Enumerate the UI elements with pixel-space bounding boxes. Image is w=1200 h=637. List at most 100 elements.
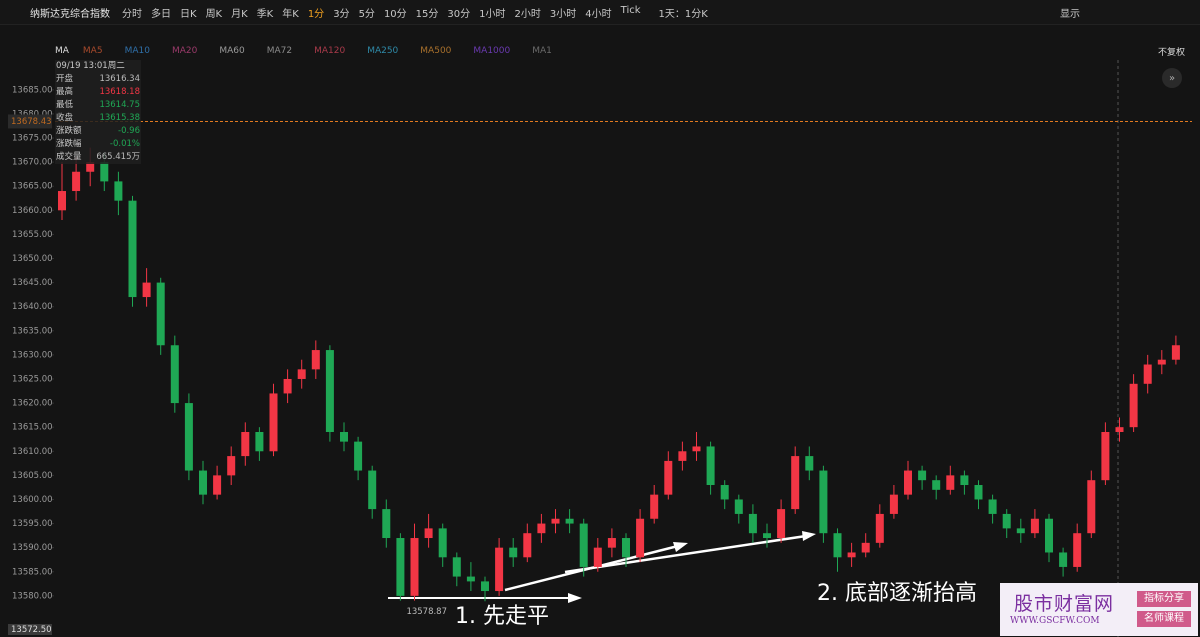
watermark: 股市财富网 WWW.GSCFW.COM 指标分享 名师课程 <box>1000 583 1198 636</box>
expand-button[interactable] <box>1162 68 1182 88</box>
info-value: -0.96 <box>118 126 140 136</box>
candle-body <box>1030 518 1039 534</box>
ma-label[interactable]: MA <box>55 46 69 56</box>
interval[interactable]: 15分 <box>415 8 439 20</box>
ma-item[interactable]: MA1 <box>532 46 552 56</box>
info-row: 涨跌额 -0.96 <box>55 125 141 138</box>
candle-body <box>452 557 461 577</box>
interval[interactable]: 10分 <box>383 8 407 20</box>
arrow-head <box>802 531 816 541</box>
y-tick-label: 13610.00 <box>12 447 53 457</box>
candle-body <box>170 345 179 404</box>
candle-body <box>269 393 278 452</box>
y-tick-label: 13660.00 <box>12 206 53 216</box>
interval[interactable]: 年K <box>282 8 299 20</box>
interval[interactable]: 5分 <box>358 8 375 20</box>
y-tick-label: 13595.00 <box>12 519 53 529</box>
arrow-head <box>568 593 582 603</box>
interval[interactable]: 3小时 <box>549 8 577 20</box>
interval[interactable]: 3分 <box>333 8 350 20</box>
candle-body <box>918 470 927 481</box>
candle-body <box>142 282 151 298</box>
interval[interactable]: 月K <box>231 8 248 20</box>
drawing-tools <box>0 24 1200 43</box>
info-label: 成交量 <box>56 152 82 162</box>
last-price-box <box>8 114 52 129</box>
candle-body <box>833 533 842 558</box>
candle-body <box>875 513 884 543</box>
candle-body <box>664 460 673 495</box>
expand-icon: » <box>1169 73 1175 84</box>
candle-body <box>692 446 701 452</box>
range-select[interactable]: 1天：1分K <box>658 8 708 20</box>
ma-item[interactable]: MA500 <box>420 46 452 56</box>
interval[interactable]: Tick <box>620 4 641 16</box>
interval[interactable]: 日K <box>180 8 197 20</box>
interval[interactable]: 1小时 <box>479 8 506 20</box>
candle-body <box>607 538 616 548</box>
ma-item[interactable]: MA120 <box>314 46 346 56</box>
y-tick-label: 13615.00 <box>12 423 53 433</box>
candle-body <box>86 162 95 172</box>
watermark-url: WWW.GSCFW.COM <box>1010 616 1100 626</box>
info-row: 成交量 665.415万 <box>55 151 141 164</box>
y-tick-label: 13640.00 <box>12 302 53 312</box>
info-value: 13614.75 <box>99 100 140 110</box>
y-tick-label: 13630.00 <box>12 350 53 360</box>
interval[interactable]: 周K <box>205 8 223 20</box>
candle-body <box>1129 383 1138 428</box>
interval[interactable]: 2小时 <box>514 8 541 20</box>
candle-body <box>311 350 320 370</box>
interval[interactable]: 30分 <box>447 8 471 20</box>
y-tick-label: 13580.00 <box>12 591 53 601</box>
interval[interactable]: 季K <box>256 8 274 20</box>
y-tick-label: 13680.00 <box>12 109 53 119</box>
candle-body <box>213 475 222 495</box>
candle-body <box>650 494 659 519</box>
display-menu[interactable]: 显示 <box>1060 8 1080 20</box>
candle-body <box>255 431 264 452</box>
candle-body <box>1002 513 1011 529</box>
info-row: 最低 13614.75 <box>55 99 141 112</box>
candle-body <box>283 378 292 394</box>
info-label: 开盘 <box>56 74 74 84</box>
candle-body <box>1115 427 1124 432</box>
symbol[interactable]: 纳斯达克综合指数 <box>30 8 110 20</box>
last-price-label: 13678.43 <box>11 117 52 127</box>
y-tick-label: 13605.00 <box>12 471 53 481</box>
candle-body <box>847 552 856 558</box>
ma-item[interactable]: MA1000 <box>473 46 511 56</box>
candle-body <box>636 518 645 558</box>
candle-body <box>1016 528 1025 534</box>
candle-body <box>1101 431 1110 481</box>
ma-item[interactable]: MA72 <box>266 46 293 56</box>
candle-body <box>1059 552 1068 567</box>
candle-body <box>114 181 123 201</box>
ma-item[interactable]: MA60 <box>219 46 245 56</box>
candle-body <box>960 475 969 486</box>
candle-body <box>466 576 475 582</box>
interval[interactable]: 1分 <box>307 8 325 20</box>
y-tick-label: 13635.00 <box>12 326 53 336</box>
candle-body <box>777 509 786 539</box>
interval[interactable]: 4小时 <box>585 8 612 20</box>
watermark-tag: 指标分享 <box>1137 591 1191 607</box>
interval[interactable]: 分时 <box>122 8 142 20</box>
ma-item[interactable]: MA5 <box>82 46 103 56</box>
ma-item[interactable]: MA250 <box>367 46 399 56</box>
info-row: 开盘 13616.34 <box>55 73 141 86</box>
adjust-button[interactable]: 不复权 <box>1158 48 1186 58</box>
info-label: 涨跌额 <box>56 126 82 136</box>
interval[interactable]: 多日 <box>151 8 171 20</box>
candle-body <box>382 509 391 539</box>
info-row: 涨跌幅 -0.01% <box>55 138 141 151</box>
candle-body <box>241 431 250 457</box>
y-tick-label: 13625.00 <box>12 374 53 384</box>
y-tick-label: 13670.00 <box>12 158 53 168</box>
ma-item[interactable]: MA10 <box>124 46 150 56</box>
candle-body <box>763 533 771 539</box>
candle-body <box>932 480 941 490</box>
candle-body <box>481 581 489 592</box>
info-row: 最高 13618.18 <box>55 86 141 99</box>
ma-item[interactable]: MA20 <box>171 46 198 56</box>
